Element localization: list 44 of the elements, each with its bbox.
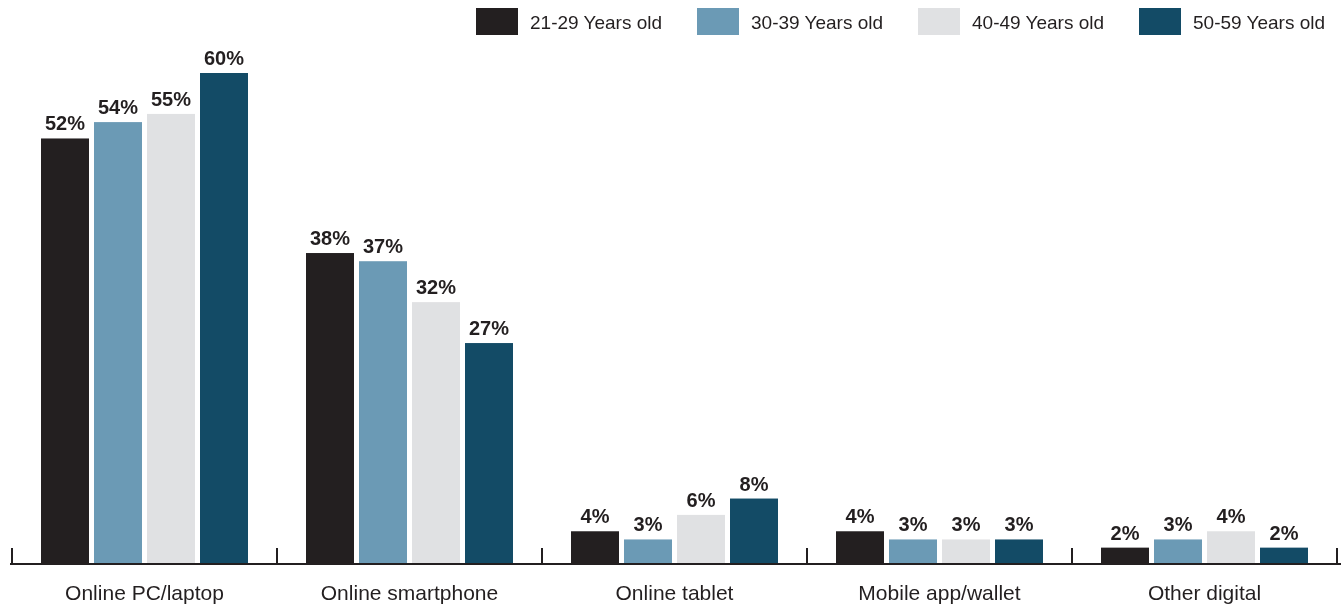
bar — [1260, 547, 1308, 564]
data-label: 37% — [362, 235, 404, 258]
data-label: 4% — [845, 505, 875, 528]
data-label: 4% — [580, 505, 610, 528]
data-label: 32% — [415, 276, 457, 299]
data-label: 3% — [898, 513, 928, 536]
legend-label: 21-29 Years old — [530, 12, 663, 33]
bar — [465, 343, 513, 564]
bar — [1207, 531, 1255, 564]
data-label: 60% — [203, 47, 245, 69]
data-label: 3% — [1163, 513, 1193, 536]
data-label: 38% — [309, 227, 351, 250]
data-label: 2% — [1269, 521, 1299, 544]
bar — [677, 514, 725, 564]
data-label: 27% — [468, 317, 510, 340]
bar — [147, 113, 195, 564]
data-label: 2% — [1110, 521, 1140, 544]
x-tick-label: Mobile app/wallet — [858, 581, 1021, 604]
legend-label: 40-49 Years old — [972, 12, 1105, 33]
bar — [412, 302, 460, 564]
x-tick-label: Other digital — [1147, 581, 1262, 604]
bar — [995, 539, 1043, 564]
data-label: 52% — [44, 112, 86, 135]
data-label: 3% — [951, 513, 981, 536]
bar — [942, 539, 990, 564]
data-label: 55% — [150, 87, 192, 110]
x-tick-label: Online PC/laptop — [65, 581, 224, 604]
data-label: 3% — [633, 513, 663, 536]
data-label: 4% — [1216, 505, 1246, 528]
legend-label: 30-39 Years old — [751, 12, 884, 33]
bar — [200, 73, 248, 564]
data-label: 8% — [739, 472, 769, 495]
bar — [1154, 539, 1202, 564]
bar — [359, 261, 407, 564]
bar — [624, 539, 672, 564]
x-tick-label: Online smartphone — [320, 581, 499, 604]
legend-label: 50-59 Years old — [1193, 12, 1326, 33]
data-label: 3% — [1004, 513, 1034, 536]
bar — [730, 498, 778, 564]
data-label: 54% — [97, 96, 139, 119]
x-tick-label: Online tablet — [615, 581, 734, 604]
data-label: 6% — [686, 488, 716, 511]
bar — [889, 539, 937, 564]
bar — [94, 122, 142, 564]
